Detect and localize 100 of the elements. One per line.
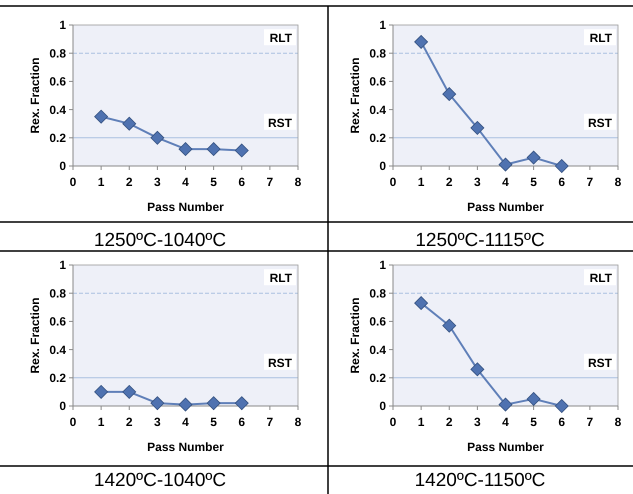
x-tick-label: 7 <box>586 415 594 429</box>
point <box>442 318 456 333</box>
point <box>150 130 164 145</box>
x-tick-label: 3 <box>154 175 162 189</box>
x-tick-label: 1 <box>98 415 105 429</box>
x-tick-label: 2 <box>446 415 453 429</box>
x-tick-label: 1 <box>98 175 105 189</box>
y-tick-label: 0 <box>59 399 66 414</box>
point <box>94 385 108 399</box>
x-tick-label: 4 <box>502 175 510 189</box>
point <box>206 142 221 156</box>
x-tick-label: 4 <box>182 415 190 429</box>
y-tick-label: 1 <box>379 18 386 32</box>
y-tick-label: 0.8 <box>49 286 66 300</box>
x-tick-label: 5 <box>210 415 218 429</box>
point <box>414 296 428 310</box>
x-axis-title: Pass Number <box>467 200 544 214</box>
text: 1420ºC-1150ºC <box>414 470 546 491</box>
point <box>498 158 512 172</box>
y-tick-label: 0.2 <box>369 131 386 145</box>
point <box>498 398 512 412</box>
x-tick-label: 6 <box>558 415 566 429</box>
y-tick-label: 0.4 <box>49 102 66 117</box>
point <box>234 396 249 410</box>
x-tick-label: 8 <box>614 415 622 429</box>
ref-line-label: RST <box>268 356 293 370</box>
y-tick-label: 0.4 <box>369 102 386 117</box>
text: 1420ºC-1040ºC <box>94 470 226 491</box>
y-tick-label: 0.2 <box>49 371 66 385</box>
y-tick-label: 1 <box>379 258 386 272</box>
y-tick-label: 1 <box>59 258 66 272</box>
ref-line-label: RLT <box>590 31 613 46</box>
x-tick-label: 3 <box>474 415 482 429</box>
x-tick-label: 0 <box>390 175 397 189</box>
y-tick-label: 1 <box>59 18 66 32</box>
x-tick-label: 2 <box>446 175 453 189</box>
y-tick-label: 0.8 <box>369 286 386 300</box>
point <box>122 116 136 131</box>
x-tick-label: 4 <box>502 415 510 429</box>
y-axis-title: Rex. Fraction <box>348 57 362 134</box>
x-tick-label: 4 <box>182 175 190 189</box>
x-tick-label: 0 <box>70 415 77 429</box>
point <box>554 159 569 173</box>
text: 1250ºC-1040ºC <box>94 230 226 251</box>
point <box>206 396 221 410</box>
y-tick-label: 0.2 <box>49 131 66 145</box>
ref-line-label: RLT <box>270 31 293 46</box>
point <box>94 110 108 124</box>
y-tick-label: 0.8 <box>369 46 386 60</box>
x-axis-title: Pass Number <box>467 440 544 454</box>
x-tick-label: 8 <box>614 175 622 189</box>
text: 1250ºC-1115ºC <box>415 230 545 251</box>
x-tick-label: 3 <box>154 415 162 429</box>
x-axis-title: Pass Number <box>147 200 224 214</box>
x-tick-label: 5 <box>530 415 538 429</box>
point <box>150 396 164 410</box>
x-tick-label: 0 <box>390 415 397 429</box>
y-tick-label: 0 <box>59 159 66 174</box>
point <box>526 150 541 164</box>
y-tick-label: 0.6 <box>49 314 66 329</box>
point <box>178 142 192 156</box>
y-tick-label: 0.8 <box>49 46 66 60</box>
x-tick-label: 8 <box>294 175 302 189</box>
y-tick-label: 0.6 <box>369 314 386 329</box>
point <box>554 399 569 413</box>
point <box>414 35 428 49</box>
x-tick-label: 7 <box>586 175 594 189</box>
y-tick-label: 0 <box>379 399 386 414</box>
x-tick-label: 0 <box>70 175 77 189</box>
x-tick-label: 6 <box>238 415 246 429</box>
ref-line-label: RLT <box>270 271 293 286</box>
y-axis-title: Rex. Fraction <box>28 297 42 374</box>
x-axis-title: Pass Number <box>147 440 224 454</box>
x-tick-label: 6 <box>238 175 246 189</box>
x-tick-label: 5 <box>210 175 218 189</box>
x-tick-label: 6 <box>558 175 566 189</box>
point <box>470 121 484 135</box>
x-tick-label: 3 <box>474 175 482 189</box>
ref-line-label: RST <box>588 116 613 130</box>
ref-line-label: RST <box>268 116 293 130</box>
point <box>442 87 456 101</box>
x-tick-label: 1 <box>418 415 425 429</box>
x-tick-label: 2 <box>126 415 133 429</box>
point <box>234 144 249 158</box>
ref-line-label: RST <box>588 356 613 370</box>
y-tick-label: 0.6 <box>49 74 66 89</box>
y-tick-label: 0.4 <box>49 342 66 357</box>
x-tick-label: 7 <box>266 415 274 429</box>
y-tick-label: 0.6 <box>369 74 386 89</box>
y-axis-title: Rex. Fraction <box>28 57 42 134</box>
x-tick-label: 5 <box>530 175 538 189</box>
x-tick-label: 7 <box>266 175 274 189</box>
y-tick-label: 0.4 <box>369 342 386 357</box>
point <box>470 362 484 376</box>
y-tick-label: 0 <box>379 159 386 174</box>
y-tick-label: 0.2 <box>369 371 386 385</box>
y-axis-title: Rex. Fraction <box>348 297 362 374</box>
point <box>178 398 192 412</box>
point <box>526 392 541 406</box>
ref-line-label: RLT <box>590 271 613 286</box>
